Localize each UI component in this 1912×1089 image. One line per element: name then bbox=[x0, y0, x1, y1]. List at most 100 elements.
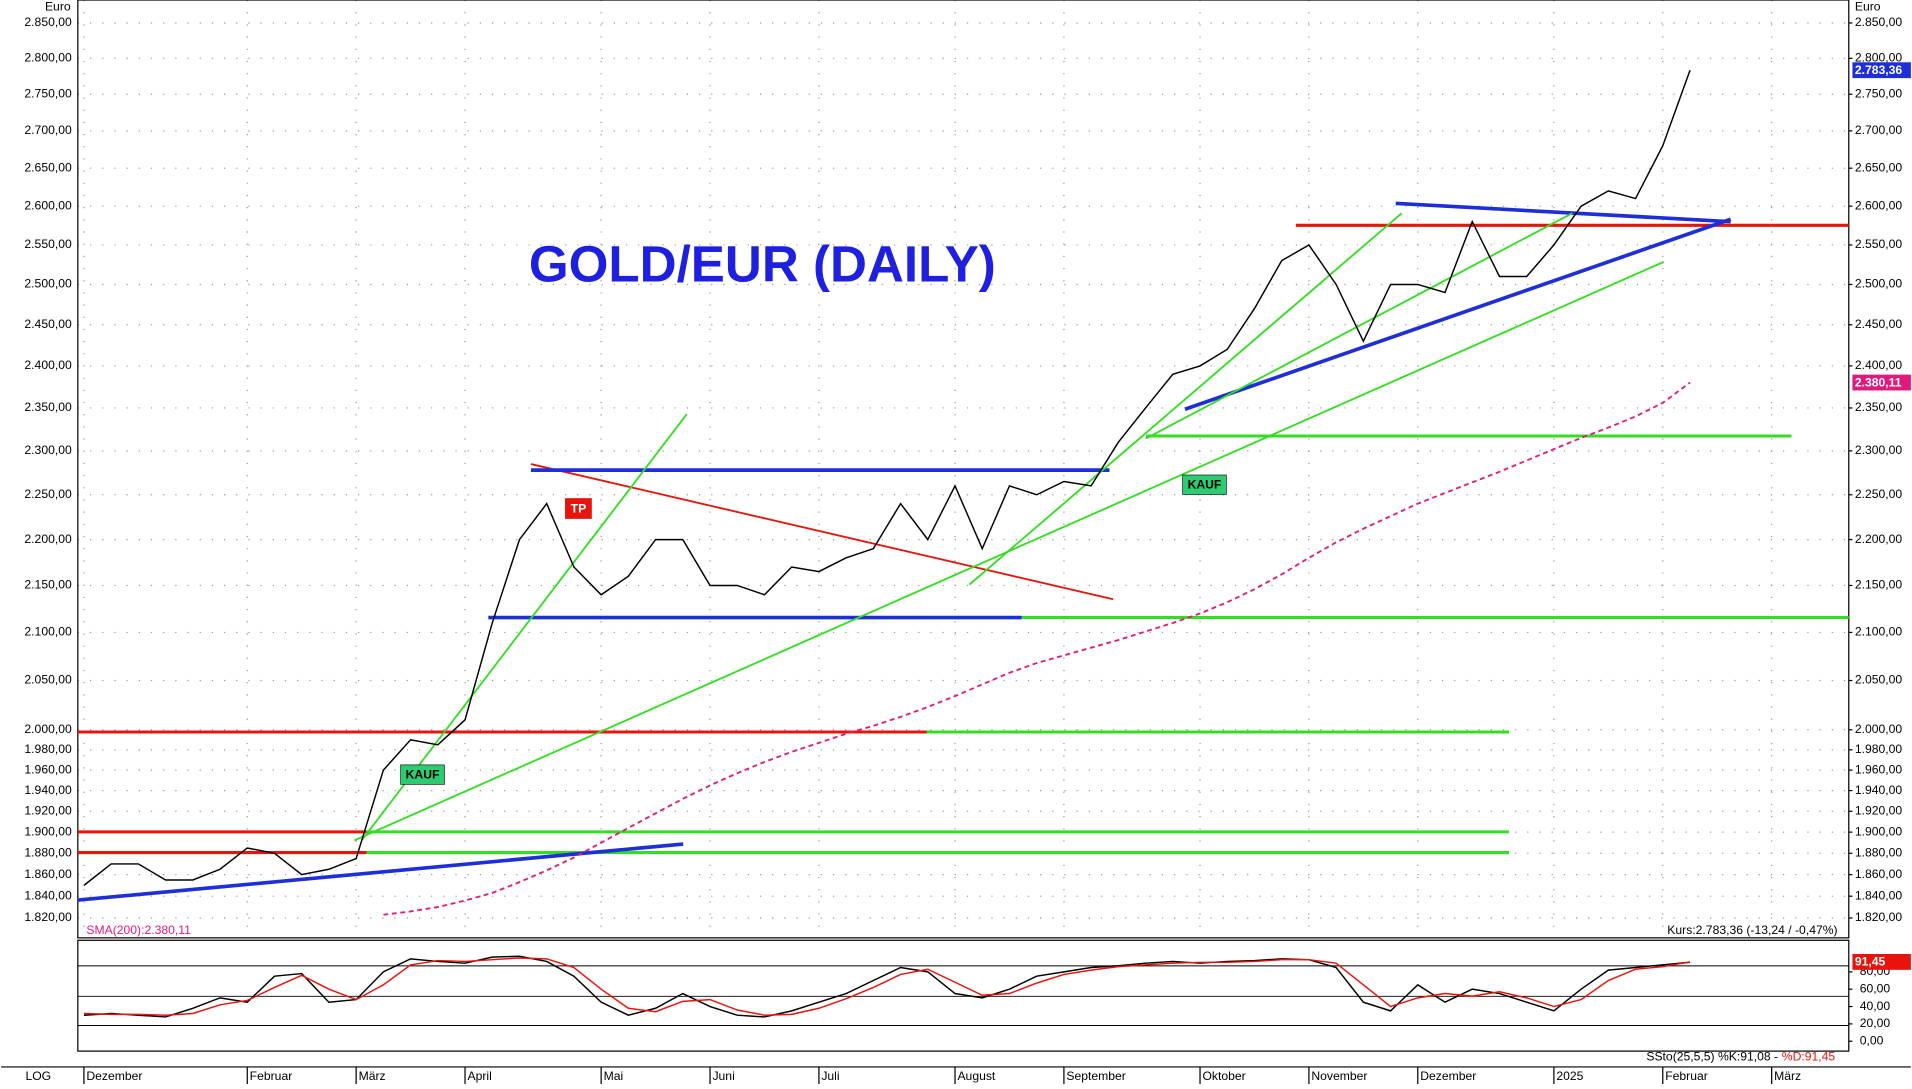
last-value-box bbox=[1852, 374, 1911, 391]
x-tick-label: Februar bbox=[250, 1069, 293, 1083]
y-tick-label: 2.650,00 bbox=[1855, 160, 1903, 174]
trend-line bbox=[77, 842, 684, 902]
y-tick-label: 1.860,00 bbox=[1855, 867, 1903, 881]
x-tick-label: Dezember bbox=[86, 1069, 142, 1083]
last-value-label: 91,45 bbox=[1855, 955, 1886, 969]
x-tick-label: Dezember bbox=[1420, 1069, 1476, 1083]
buy-label: KAUF bbox=[1188, 478, 1222, 492]
series-line bbox=[83, 957, 1691, 1016]
buy-box bbox=[400, 764, 445, 785]
y-tick-label: 2.200,00 bbox=[24, 532, 72, 546]
y-tick-label: 2.350,00 bbox=[1855, 400, 1903, 414]
y-tick-label: 1.900,00 bbox=[24, 824, 72, 838]
legend-stoch-d: %D:91,45 bbox=[1782, 1049, 1836, 1063]
legend-price: Kurs:2.783,36 (-13,24 / -0,47%) bbox=[1667, 923, 1837, 937]
triangle-line bbox=[1395, 201, 1731, 224]
y-tick-label: 2.300,00 bbox=[24, 443, 72, 457]
y-tick-label: 2.350,00 bbox=[24, 400, 72, 414]
x-tick-label: März bbox=[1774, 1069, 1801, 1083]
series-layer bbox=[83, 69, 1691, 1018]
y-tick-label: 2.800,00 bbox=[1855, 51, 1903, 65]
y-tick-label: 2.250,00 bbox=[24, 487, 72, 501]
last-value-label: 2.380,11 bbox=[1855, 375, 1902, 389]
x-tick-label: September bbox=[1066, 1069, 1125, 1083]
legend-stoch-k: SSto(25,5,5) %K:91,08 - bbox=[1646, 1049, 1778, 1063]
y-tick-label: 2.250,00 bbox=[1855, 487, 1903, 501]
x-tick-label: Juni bbox=[712, 1069, 734, 1083]
y-tick-label: 2.100,00 bbox=[1855, 625, 1903, 639]
y-tick-label: 2.750,00 bbox=[24, 86, 72, 100]
series-line bbox=[83, 955, 1691, 1018]
y-tick-label: 2.800,00 bbox=[24, 51, 72, 65]
y-tick-label: 2.450,00 bbox=[24, 317, 72, 331]
x-tick-label: Februar bbox=[1665, 1069, 1708, 1083]
x-tick-label: November bbox=[1311, 1069, 1367, 1083]
y-tick-label: 1.860,00 bbox=[24, 867, 72, 881]
buy-box bbox=[1182, 474, 1227, 495]
x-tick-label: 2025 bbox=[1556, 1069, 1583, 1083]
y2-tick-label: 60,00 bbox=[1860, 981, 1891, 995]
y-tick-label: 1.960,00 bbox=[24, 762, 72, 776]
y-tick-label: 2.500,00 bbox=[24, 277, 72, 291]
tp-label: TP bbox=[571, 501, 587, 515]
trend-line bbox=[1145, 212, 1573, 440]
y-tick-label: 2.700,00 bbox=[24, 123, 72, 137]
y-tick-label: 2.600,00 bbox=[24, 198, 72, 212]
y-tick-label: 2.850,00 bbox=[24, 15, 72, 29]
y-tick-label: 2.700,00 bbox=[1855, 123, 1903, 137]
y-tick-label: 1.900,00 bbox=[1855, 824, 1903, 838]
y-tick-label: 2.300,00 bbox=[1855, 443, 1903, 457]
last-value-label: 2.783,36 bbox=[1855, 63, 1903, 77]
last-value-box bbox=[1852, 954, 1911, 970]
triangle-line bbox=[1184, 217, 1732, 411]
y-tick-label: 1.960,00 bbox=[1855, 762, 1903, 776]
y-tick-label: 1.820,00 bbox=[1855, 910, 1903, 924]
y-tick-label: 2.200,00 bbox=[1855, 532, 1903, 546]
y-tick-label: 2.150,00 bbox=[1855, 578, 1903, 592]
y-tick-label: 2.750,00 bbox=[1855, 86, 1903, 100]
y-tick-label: 2.150,00 bbox=[24, 578, 72, 592]
y-tick-label: 1.940,00 bbox=[1855, 783, 1903, 797]
y-axis-unit-left: Euro bbox=[45, 0, 71, 14]
y-tick-label: 2.600,00 bbox=[1855, 198, 1903, 212]
y-tick-label: 1.840,00 bbox=[1855, 888, 1903, 902]
y-tick-label: 1.980,00 bbox=[1855, 742, 1903, 756]
trend-line bbox=[530, 463, 1114, 601]
y-tick-label: 1.920,00 bbox=[1855, 803, 1903, 817]
y-tick-label: 1.920,00 bbox=[24, 803, 72, 817]
y-tick-label: 1.820,00 bbox=[24, 910, 72, 924]
series-line bbox=[383, 381, 1691, 916]
y-tick-label: 1.940,00 bbox=[24, 783, 72, 797]
x-tick-label: Oktober bbox=[1202, 1069, 1245, 1083]
y-tick-label: 2.450,00 bbox=[1855, 317, 1903, 331]
x-tick-label: August bbox=[957, 1069, 995, 1083]
x-tick-label: März bbox=[359, 1069, 386, 1083]
y-tick-label: 2.000,00 bbox=[24, 722, 72, 736]
legend-sma: SMA(200):2.380,11 bbox=[86, 923, 191, 937]
y-tick-label: 2.050,00 bbox=[1855, 673, 1903, 687]
x-tick-label: Mai bbox=[604, 1069, 624, 1083]
scale-label: LOG bbox=[25, 1069, 51, 1083]
y-tick-label: 2.400,00 bbox=[1855, 358, 1903, 372]
stoch-panel-frame bbox=[77, 939, 1850, 1052]
y2-tick-label: 0,00 bbox=[1860, 1033, 1884, 1047]
price-panel-frame bbox=[77, 0, 1850, 939]
y-tick-label: 2.100,00 bbox=[24, 625, 72, 639]
y-tick-label: 2.500,00 bbox=[1855, 277, 1903, 291]
y-tick-label: 2.000,00 bbox=[1855, 722, 1903, 736]
x-tick-label: April bbox=[467, 1069, 491, 1083]
y-tick-label: 1.840,00 bbox=[24, 888, 72, 902]
x-tick-label: Juli bbox=[821, 1069, 839, 1083]
y-tick-label: 2.050,00 bbox=[24, 673, 72, 687]
y-tick-label: 2.650,00 bbox=[24, 160, 72, 174]
drawings bbox=[77, 201, 1849, 902]
y-tick-label: 1.880,00 bbox=[1855, 845, 1903, 859]
y2-tick-label: 20,00 bbox=[1860, 1016, 1891, 1030]
y2-tick-label: 40,00 bbox=[1860, 999, 1891, 1013]
y-tick-label: 1.880,00 bbox=[24, 845, 72, 859]
buy-label: KAUF bbox=[406, 767, 440, 781]
y-tick-label: 2.850,00 bbox=[1855, 15, 1903, 29]
